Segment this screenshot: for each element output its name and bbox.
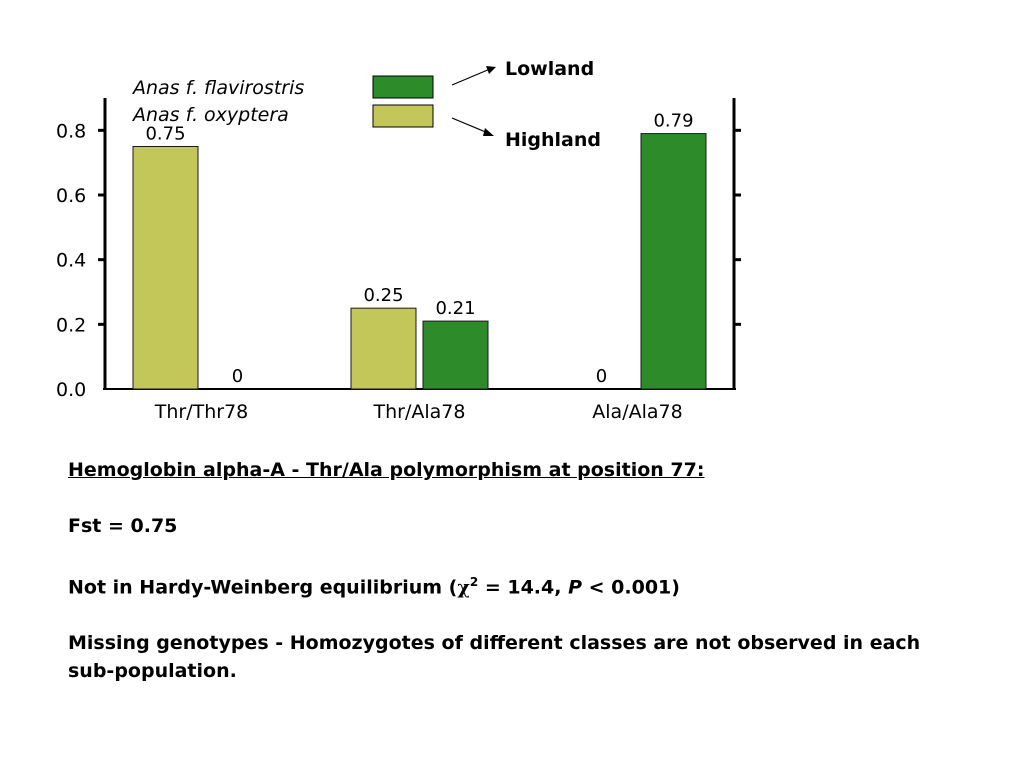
annotations: Lowland Highland [451,58,601,151]
bar-value-label: 0 [232,366,243,387]
bar-value-label: 0 [596,366,607,387]
annotation-lowland: Lowland [505,58,594,80]
legend-swatch-flavirostris [372,75,434,99]
legend-label-oxyptera: Anas f. oxyptera [131,104,289,126]
arrowhead-highland [483,128,494,136]
x-tick-label: Thr/Thr78 [154,401,249,423]
bar-value-label: 0.79 [653,111,693,132]
notes-fst: Fst = 0.75 [68,515,178,537]
y-tick-label: 0.6 [56,185,86,207]
legend-swatch-oxyptera [372,104,434,128]
arrowhead-lowland [486,66,496,74]
hwe-prefix: Not in Hardy-Weinberg equilibrium ( [68,576,458,599]
bar-oxyptera [132,146,199,390]
annotation-highland: Highland [505,129,601,151]
hwe-suffix: < 0.001) [582,576,680,599]
x-tick-label: Ala/Ala78 [592,401,682,423]
bar-value-label: 0.75 [145,124,185,145]
bar-flavirostris [422,320,489,390]
bar-oxyptera [350,307,417,390]
y-tick-label: 0.8 [56,120,86,142]
bar-value-label: 0.25 [363,285,403,306]
y-tick-label: 0.2 [56,314,86,336]
hwe-sup: 2 [469,575,479,589]
legend-label-flavirostris: Anas f. flavirostris [131,77,304,99]
notes-heading: Hemoglobin alpha-A - Thr/Ala polymorphis… [68,459,705,481]
notes-block: Hemoglobin alpha-A - Thr/Ala polymorphis… [68,456,968,685]
arrow-lowland [451,68,491,86]
hwe-chi: χ [457,576,470,599]
hwe-mid: = 14.4, [478,576,569,599]
y-tick-label: 0.4 [56,250,86,272]
hwe-p: P [568,576,583,599]
x-tick-label: Thr/Ala78 [373,401,466,423]
notes-hwe: Not in Hardy-Weinberg equilibrium (χ2 = … [68,568,968,601]
legend: Anas f. flavirostris Anas f. oxyptera [131,75,434,128]
genotype-frequency-chart: 0.0 0.2 0.4 0.6 0.8 0.75 0 Thr/Thr78 0.25 0.21 Th… [56,58,741,423]
arrow-highland [451,117,489,134]
y-tick-label: 0.0 [56,379,86,401]
notes-missing: Missing genotypes - Homozygotes of diffe… [68,632,921,683]
bar-value-label: 0.21 [435,298,475,319]
bar-flavirostris [640,133,707,390]
